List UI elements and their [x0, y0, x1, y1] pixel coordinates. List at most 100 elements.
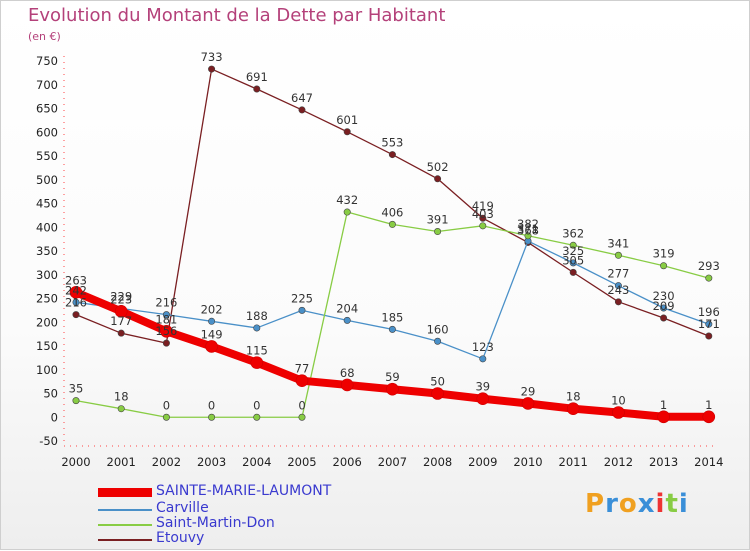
data-label-etouvy: 243	[607, 283, 629, 297]
y-tick-label: 650	[36, 102, 58, 116]
data-point-etouvy	[660, 314, 668, 322]
data-point-sainte-marie-laumont	[702, 410, 716, 424]
data-point-saint-martin-don	[434, 228, 442, 236]
chart-title: Evolution du Montant de la Dette par Hab…	[28, 5, 446, 26]
data-point-saint-martin-don	[298, 413, 306, 421]
data-point-carville	[298, 306, 306, 314]
data-label-carville: 230	[653, 289, 675, 303]
x-tick-label: 2006	[333, 455, 362, 469]
data-label-saint-martin-don: 319	[653, 247, 675, 261]
y-tick-label: 600	[36, 125, 58, 139]
legend-label-sainte-marie-laumont: SAINTE-MARIE-LAUMONT	[156, 483, 332, 499]
legend-item-saint-martin-don: Saint-Martin-Don	[98, 515, 428, 533]
data-point-sainte-marie-laumont	[205, 340, 218, 353]
legend-swatch-carville	[98, 509, 152, 511]
data-label-etouvy: 368	[517, 223, 539, 237]
data-label-saint-martin-don: 432	[336, 193, 358, 207]
data-label-etouvy: 601	[336, 113, 358, 127]
legend-label-carville: Carville	[156, 500, 209, 516]
y-tick-label: 50	[43, 387, 58, 401]
data-label-carville: 277	[607, 267, 629, 281]
data-point-sainte-marie-laumont	[250, 356, 264, 369]
data-label-saint-martin-don: 18	[114, 390, 129, 404]
legend-swatch-sainte-marie-laumont	[98, 488, 152, 497]
data-label-sainte-marie-laumont: 263	[65, 273, 87, 287]
data-point-sainte-marie-laumont	[612, 406, 625, 419]
x-tick-label: 2007	[378, 455, 407, 469]
data-point-etouvy	[253, 85, 261, 93]
data-label-sainte-marie-laumont: 18	[566, 390, 581, 404]
data-label-carville: 188	[246, 309, 268, 323]
data-point-sainte-marie-laumont	[476, 392, 490, 406]
data-point-etouvy	[298, 106, 306, 114]
data-point-carville	[343, 316, 351, 324]
data-point-carville	[253, 324, 261, 332]
data-point-saint-martin-don	[162, 413, 170, 421]
data-point-sainte-marie-laumont	[160, 324, 173, 338]
x-tick-label: 2009	[468, 455, 497, 469]
data-point-saint-martin-don	[253, 413, 261, 421]
unit-label: (en €)	[28, 30, 61, 43]
x-tick-label: 2001	[107, 455, 136, 469]
data-label-etouvy: 209	[653, 299, 675, 313]
data-point-etouvy	[569, 268, 577, 276]
legend-item-etouvy: Etouvy	[98, 530, 428, 548]
legend-label-etouvy: Etouvy	[156, 530, 205, 546]
y-tick-label: 550	[36, 149, 58, 163]
data-label-sainte-marie-laumont: 1	[660, 398, 667, 412]
x-tick-label: 2014	[694, 455, 723, 469]
data-point-carville	[434, 337, 442, 345]
y-tick-label: 450	[36, 197, 58, 211]
data-label-sainte-marie-laumont: 68	[340, 366, 355, 380]
y-tick-label: 700	[36, 78, 58, 92]
data-point-sainte-marie-laumont	[386, 382, 399, 396]
data-point-etouvy	[162, 339, 170, 347]
data-point-etouvy	[434, 175, 442, 183]
data-label-etouvy: 156	[155, 324, 177, 338]
data-label-sainte-marie-laumont: 181	[155, 312, 177, 326]
data-point-carville	[208, 317, 216, 325]
data-point-sainte-marie-laumont	[431, 387, 444, 400]
legend-item-carville: Carville	[98, 500, 428, 518]
data-point-carville	[705, 320, 713, 328]
data-label-carville: 325	[562, 244, 584, 258]
y-tick-label: 300	[36, 268, 58, 282]
x-tick-label: 2010	[513, 455, 542, 469]
data-label-etouvy: 305	[562, 253, 584, 267]
data-point-saint-martin-don	[524, 232, 532, 240]
data-point-sainte-marie-laumont	[566, 402, 580, 416]
y-tick-label: -50	[39, 434, 58, 448]
data-label-saint-martin-don: 35	[69, 382, 84, 396]
data-label-etouvy: 502	[427, 160, 449, 174]
data-label-saint-martin-don: 0	[163, 398, 170, 412]
x-tick-label: 2008	[423, 455, 452, 469]
data-point-etouvy	[72, 311, 80, 319]
data-label-saint-martin-don: 362	[562, 226, 584, 240]
data-point-etouvy	[117, 329, 125, 337]
data-label-etouvy: 171	[698, 317, 720, 331]
data-label-carville: 216	[155, 296, 177, 310]
data-label-saint-martin-don: 391	[427, 213, 449, 227]
data-label-sainte-marie-laumont: 77	[295, 362, 310, 376]
y-tick-label: 150	[36, 339, 58, 353]
data-label-sainte-marie-laumont: 59	[385, 370, 400, 384]
data-label-carville: 229	[110, 289, 132, 303]
legend-swatch-etouvy	[98, 539, 152, 541]
data-point-sainte-marie-laumont	[69, 286, 83, 299]
data-label-saint-martin-don: 341	[607, 236, 629, 250]
data-label-carville: 225	[291, 291, 313, 305]
data-point-saint-martin-don	[660, 262, 668, 270]
data-point-saint-martin-don	[479, 222, 487, 230]
y-tick-label: 350	[36, 244, 58, 258]
data-label-saint-martin-don: 293	[698, 259, 720, 273]
data-label-etouvy: 419	[472, 199, 494, 213]
data-label-sainte-marie-laumont: 39	[475, 380, 490, 394]
data-label-sainte-marie-laumont: 29	[521, 384, 536, 398]
data-point-saint-martin-don	[343, 208, 351, 216]
data-label-carville: 123	[472, 340, 494, 354]
data-point-carville	[162, 311, 170, 319]
data-point-carville	[614, 282, 622, 290]
data-label-carville: 371	[517, 222, 539, 236]
